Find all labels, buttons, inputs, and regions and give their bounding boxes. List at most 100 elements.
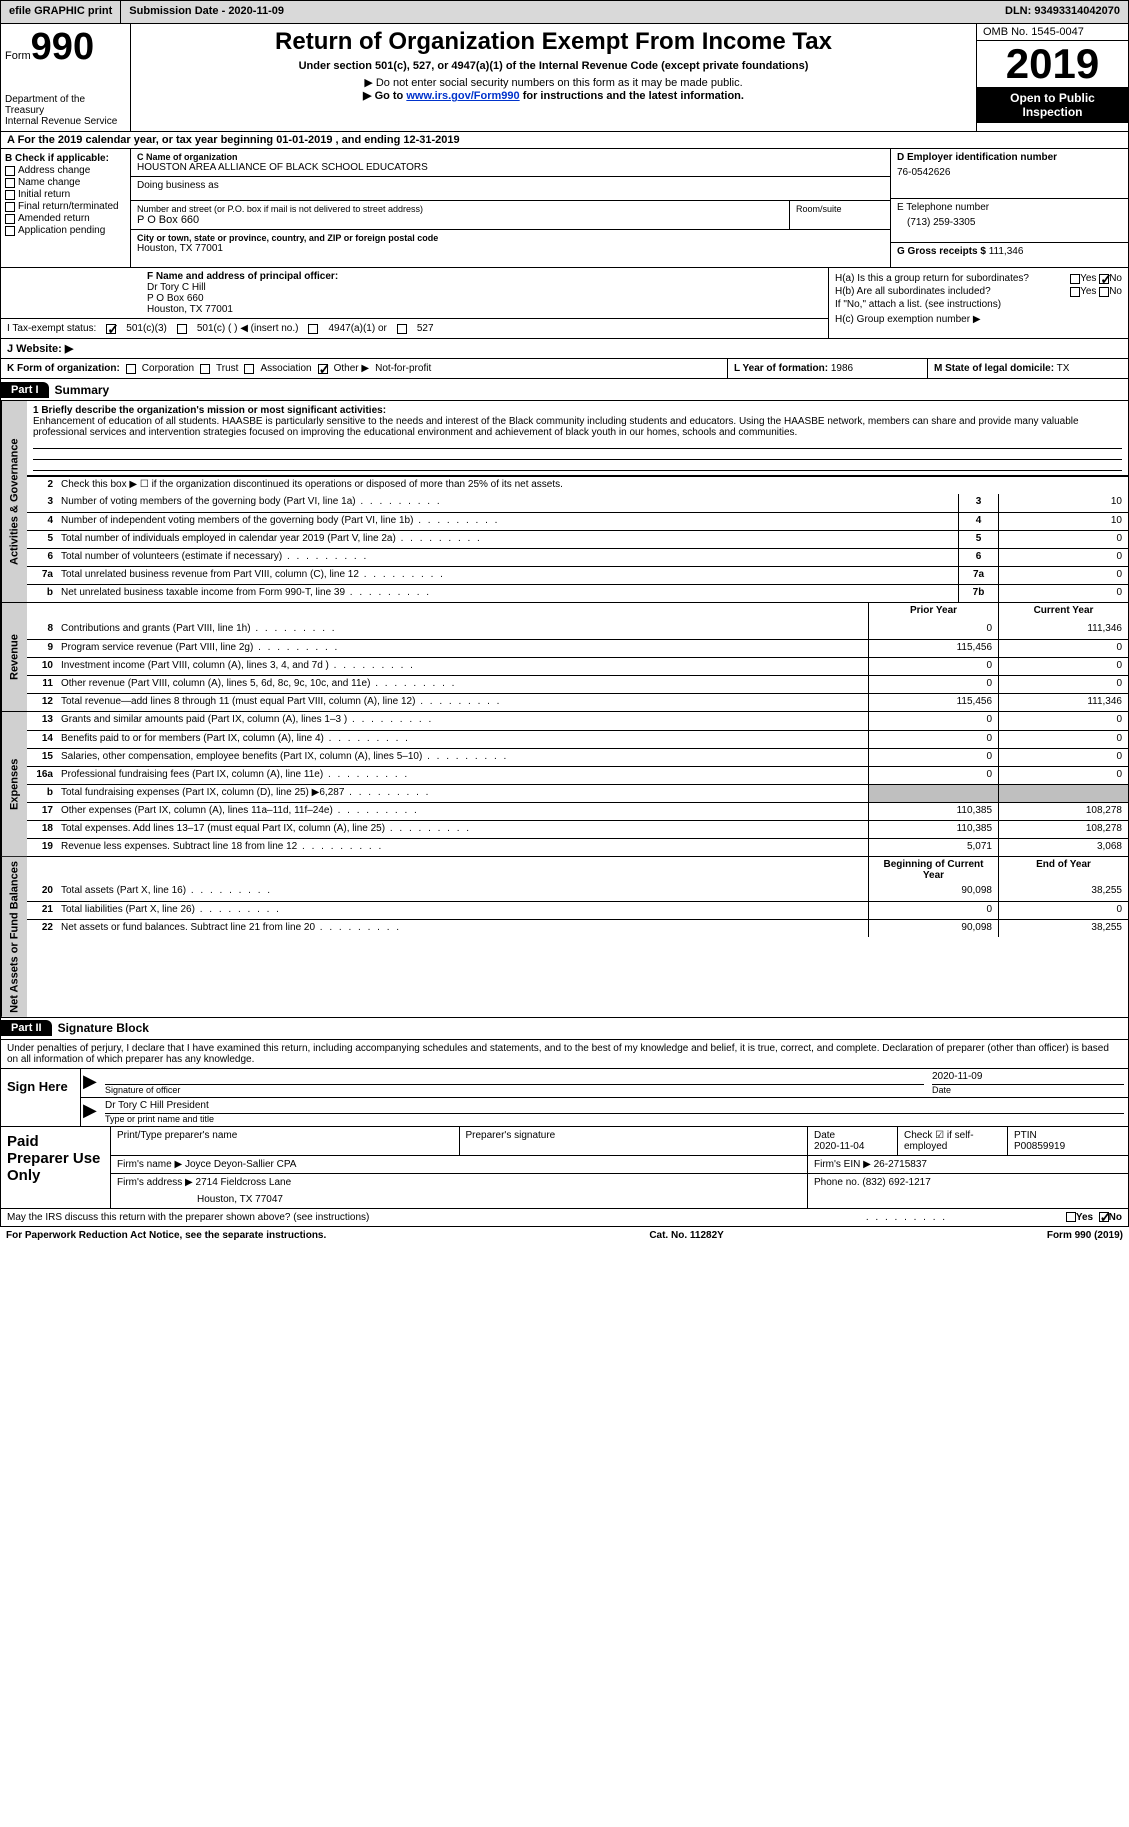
expenses-table: Expenses 13Grants and similar amounts pa… [0,712,1129,857]
col-c-org-info: C Name of organization HOUSTON AREA ALLI… [131,149,890,267]
table-row: 20Total assets (Part X, line 16)90,09838… [27,883,1128,901]
hc-label: H(c) Group exemption number ▶ [835,314,1122,325]
prep-selfemployed: Check ☑ if self-employed [898,1127,1008,1155]
table-row: 16aProfessional fundraising fees (Part I… [27,766,1128,784]
table-row: 13Grants and similar amounts paid (Part … [27,712,1128,730]
submission-date: Submission Date - 2020-11-09 [121,1,292,23]
city-label: City or town, state or province, country… [137,233,884,243]
efile-print-button[interactable]: efile GRAPHIC print [1,1,121,23]
form-header: Form990 Department of the Treasury Inter… [0,24,1129,132]
officer-label: F Name and address of principal officer: [147,271,338,282]
chk-assoc[interactable] [244,364,254,374]
table-row: 19Revenue less expenses. Subtract line 1… [27,838,1128,856]
chk-corp[interactable] [126,364,136,374]
table-row: 7aTotal unrelated business revenue from … [27,566,1128,584]
table-row: 18Total expenses. Add lines 13–17 (must … [27,820,1128,838]
preparer-block: Paid Preparer Use Only Print/Type prepar… [0,1127,1129,1209]
irs-link[interactable]: www.irs.gov/Form990 [406,90,519,102]
sig-date-label: Date [932,1085,1124,1095]
sig-date-value: 2020-11-09 [932,1071,1124,1085]
form-subtitle: Under section 501(c), 527, or 4947(a)(1)… [139,60,968,72]
gross-label: G Gross receipts $ [897,246,986,257]
tel-value: (713) 259-3305 [897,217,1122,228]
prep-date: 2020-11-04 [814,1141,864,1152]
firm-city: Houston, TX 77047 [117,1194,801,1205]
preparer-label: Paid Preparer Use Only [1,1127,111,1208]
ha-label: H(a) Is this a group return for subordin… [835,273,1070,284]
chk-initial-return[interactable] [5,190,15,200]
part-i-header: Part I Summary [0,379,1129,401]
firm-name: Joyce Deyon-Sallier CPA [185,1159,297,1170]
form-label: Form [5,50,31,62]
end-year-header: End of Year [998,857,1128,883]
col-d-ein: D Employer identification number 76-0542… [890,149,1128,267]
discuss-row: May the IRS discuss this return with the… [0,1209,1129,1227]
chk-other[interactable] [318,364,328,374]
row-a-tax-year: A For the 2019 calendar year, or tax yea… [0,132,1129,149]
org-address: P O Box 660 [137,214,783,226]
mission-label: 1 Briefly describe the organization's mi… [33,405,386,416]
section-fih: F Name and address of principal officer:… [0,268,1129,339]
chk-application-pending[interactable] [5,226,15,236]
org-city: Houston, TX 77001 [137,243,884,254]
name-title-label: Type or print name and title [105,1114,1124,1124]
revenue-table: Revenue Prior Year Current Year 8Contrib… [0,603,1129,712]
sig-arrow-icon: ▶ [81,1069,101,1097]
discuss-yes[interactable] [1066,1212,1076,1222]
hb-label: H(b) Are all subordinates included? [835,286,1070,297]
chk-name-change[interactable] [5,178,15,188]
chk-527[interactable] [397,324,407,334]
addr-label: Number and street (or P.O. box if mail i… [137,204,783,214]
table-row: 5Total number of individuals employed in… [27,530,1128,548]
prep-name-label: Print/Type preparer's name [111,1127,460,1155]
firm-ein: 26-2715837 [874,1159,927,1170]
org-name: HOUSTON AREA ALLIANCE OF BLACK SCHOOL ED… [137,162,884,173]
table-row: 8Contributions and grants (Part VIII, li… [27,621,1128,639]
ha-yes[interactable] [1070,274,1080,284]
table-row: 12Total revenue—add lines 8 through 11 (… [27,693,1128,711]
prep-ptin: P00859919 [1014,1141,1065,1152]
chk-final-return[interactable] [5,202,15,212]
sidebar-revenue: Revenue [1,603,27,711]
ein-value: 76-0542626 [897,167,1122,178]
prep-sig-label: Preparer's signature [460,1127,809,1155]
footer-center: Cat. No. 11282Y [649,1230,723,1241]
sidebar-expenses: Expenses [1,712,27,856]
chk-501c3[interactable] [106,324,116,334]
state-domicile: TX [1057,363,1070,374]
footer-right: Form 990 (2019) [1047,1230,1123,1241]
sig-arrow-icon: ▶ [81,1098,101,1126]
chk-501c[interactable] [177,324,187,334]
begin-year-header: Beginning of Current Year [868,857,998,883]
omb-number: OMB No. 1545-0047 [977,24,1128,41]
year-formation: 1986 [831,363,853,374]
firm-addr: 2714 Fieldcross Lane [196,1177,292,1188]
ein-label: D Employer identification number [897,152,1057,163]
officer-name: Dr Tory C Hill [147,282,338,293]
hb-no[interactable] [1099,287,1109,297]
table-row: bNet unrelated business taxable income f… [27,584,1128,602]
col-b-checkboxes: B Check if applicable: Address change Na… [1,149,131,267]
line-2: Check this box ▶ ☐ if the organization d… [57,477,1128,494]
chk-amended[interactable] [5,214,15,224]
firm-phone: (832) 692-1217 [862,1177,930,1188]
discuss-no[interactable] [1099,1212,1109,1222]
room-label: Room/suite [796,204,884,214]
table-row: 22Net assets or fund balances. Subtract … [27,919,1128,937]
form-title: Return of Organization Exempt From Incom… [139,28,968,56]
form-number: 990 [31,26,94,68]
col-h: H(a) Is this a group return for subordin… [828,268,1128,338]
table-row: bTotal fundraising expenses (Part IX, co… [27,784,1128,802]
chk-trust[interactable] [200,364,210,374]
hb-yes[interactable] [1070,287,1080,297]
footer-left: For Paperwork Reduction Act Notice, see … [6,1230,326,1241]
chk-4947[interactable] [308,324,318,334]
prior-year-header: Prior Year [868,603,998,621]
officer-city: Houston, TX 77001 [147,304,338,315]
form-note-link: ▶ Go to www.irs.gov/Form990 for instruct… [139,89,968,102]
table-row: 15Salaries, other compensation, employee… [27,748,1128,766]
sidebar-netassets: Net Assets or Fund Balances [1,857,27,1017]
chk-address-change[interactable] [5,166,15,176]
ha-no[interactable] [1099,274,1109,284]
officer-name-title: Dr Tory C Hill President [105,1100,1124,1114]
